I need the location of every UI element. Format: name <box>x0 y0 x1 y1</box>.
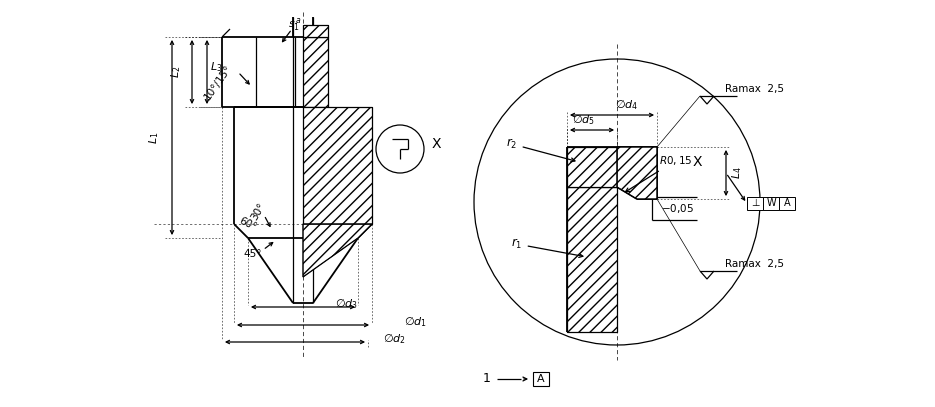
Text: $L_3$: $L_3$ <box>210 60 223 74</box>
Text: W: W <box>766 199 776 208</box>
Text: $R0,15$: $R0,15$ <box>626 154 693 192</box>
Text: X: X <box>692 155 702 169</box>
Text: $\emptyset d_2$: $\emptyset d_2$ <box>383 332 406 346</box>
Text: A: A <box>784 199 790 208</box>
Text: 30°: 30° <box>249 201 266 223</box>
Text: $L_4$: $L_4$ <box>730 166 744 179</box>
Text: 10°/15°: 10°/15° <box>202 63 234 101</box>
Text: $\emptyset d_3$: $\emptyset d_3$ <box>335 297 358 311</box>
Polygon shape <box>303 25 328 37</box>
Text: $-0{,}05$: $-0{,}05$ <box>660 202 694 215</box>
Text: X: X <box>432 137 441 151</box>
Text: $L_1$: $L_1$ <box>147 131 161 144</box>
Text: A: A <box>538 374 545 384</box>
Bar <box>763 197 779 210</box>
Bar <box>533 372 549 386</box>
Text: 60°: 60° <box>237 216 258 232</box>
Text: $r_1$: $r_1$ <box>511 237 583 258</box>
Bar <box>747 197 763 210</box>
Text: 1: 1 <box>483 372 491 385</box>
Polygon shape <box>567 187 617 332</box>
Polygon shape <box>303 107 372 224</box>
Text: $r_2$: $r_2$ <box>507 137 575 162</box>
Text: Ramax  2,5: Ramax 2,5 <box>725 84 784 94</box>
Text: ⊥: ⊥ <box>751 199 759 208</box>
Text: $s_1^{\,a}$: $s_1^{\,a}$ <box>288 17 302 33</box>
Polygon shape <box>303 224 372 277</box>
Bar <box>779 197 795 210</box>
Polygon shape <box>567 147 617 187</box>
Text: $L_2$: $L_2$ <box>169 66 183 78</box>
Text: Ramax  2,5: Ramax 2,5 <box>725 259 784 269</box>
Polygon shape <box>617 147 657 199</box>
Text: $\emptyset d_4$: $\emptyset d_4$ <box>615 98 639 112</box>
Text: 45°: 45° <box>244 249 262 259</box>
Text: $\emptyset d_1$: $\emptyset d_1$ <box>404 315 427 329</box>
Text: $\emptyset d_5$: $\emptyset d_5$ <box>572 113 596 127</box>
Polygon shape <box>303 37 328 107</box>
